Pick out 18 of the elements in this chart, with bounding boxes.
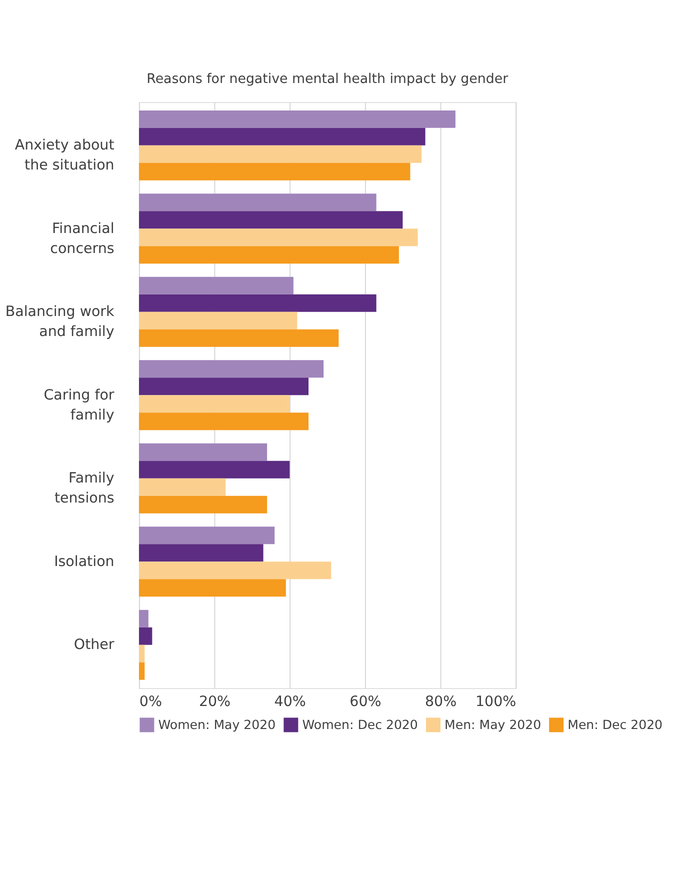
x-tick-label: 100% [475, 694, 516, 710]
y-tick-label: Isolation [54, 554, 114, 570]
legend-label: Women: May 2020 [158, 717, 276, 732]
y-tick-label: Family tensions [54, 470, 114, 507]
x-tick-label: 80% [424, 694, 457, 710]
y-tick-label: Anxiety about the situation [14, 138, 115, 174]
chart-title: Reasons for negative mental health impact by gender [146, 72, 509, 87]
y-tick-label: Other [74, 637, 114, 654]
x-tick-label: 0% [139, 694, 162, 710]
y-tick-label: Caring for family [44, 387, 114, 424]
x-tick-label: 60% [350, 694, 382, 710]
legend-label: Men: Dec 2020 [568, 717, 663, 732]
legend-label: Men: May 2020 [444, 717, 542, 732]
legend-label: Women: Dec 2020 [302, 717, 418, 732]
x-tick-label: 40% [274, 694, 306, 710]
y-tick-label: Financial concerns [50, 220, 114, 257]
x-tick-label: 20% [198, 694, 231, 710]
y-tick-label: Balancing work and family [5, 304, 116, 340]
